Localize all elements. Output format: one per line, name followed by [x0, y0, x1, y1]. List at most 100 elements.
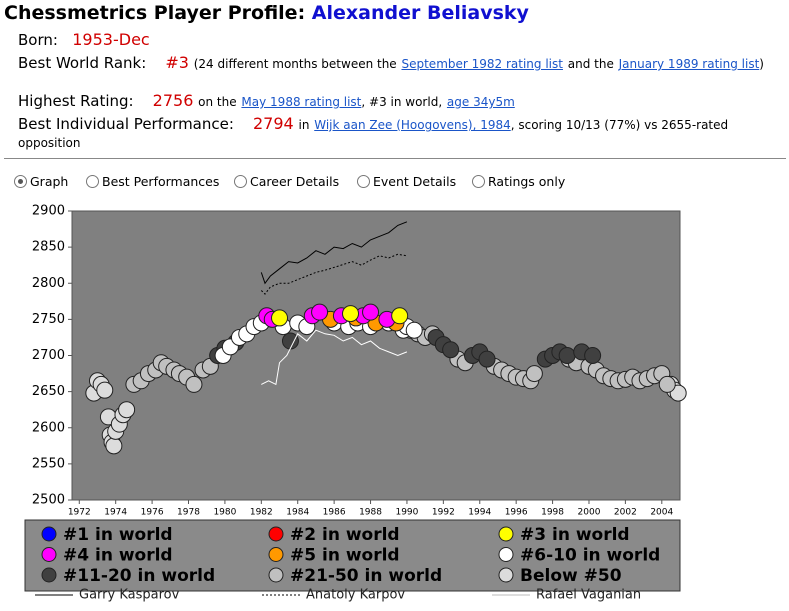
radio-button[interactable]: [357, 175, 370, 188]
value: 1953-Dec: [72, 30, 150, 49]
x-tick-label: 1998: [541, 508, 564, 518]
y-tick-label: 2800: [32, 276, 65, 291]
text: , scoring 10/13 (77%) vs 2655-rated oppo…: [18, 118, 729, 150]
rating-marker: [478, 350, 496, 368]
legend-label: #3 in world: [520, 525, 630, 545]
x-tick-label: 1982: [250, 508, 273, 518]
text: in: [298, 118, 310, 132]
y-tick-label: 2500: [32, 493, 65, 508]
rating-marker: [558, 347, 576, 364]
x-tick-label: 1996: [505, 508, 528, 518]
legend-label: Anatoly Karpov: [306, 588, 405, 603]
link[interactable]: January 1989 rating list: [618, 57, 760, 71]
rating-marker: [281, 332, 299, 350]
legend-label: #2 in world: [290, 525, 400, 545]
x-tick-label: 1976: [141, 508, 164, 518]
y-tick-label: 2600: [32, 420, 65, 435]
rating-line: [260, 221, 408, 285]
rating-marker: [105, 437, 123, 455]
x-tick-label: 1988: [359, 508, 382, 518]
rating-marker: [118, 401, 136, 419]
rating-line: [260, 253, 407, 295]
legend-marker: [498, 567, 514, 583]
x-tick-label: 1994: [468, 508, 491, 518]
chart: 2500 2550 2600 2650 2700 2750 2800 2850 2900 1972…: [24, 204, 687, 603]
text: on the: [198, 95, 237, 109]
label: Highest Rating:: [18, 92, 134, 110]
text: ): [759, 57, 764, 71]
x-tick-label: 1978: [177, 508, 200, 518]
value: 2794: [253, 114, 294, 133]
high-row: Highest Rating: 2756 on the May 1988 rat…: [18, 91, 515, 110]
label: Born:: [18, 31, 58, 49]
rating-marker: [525, 365, 543, 383]
rating-marker: [96, 381, 114, 399]
link[interactable]: September 1982 rating list: [401, 57, 563, 71]
radio-tab[interactable]: Best Performances: [86, 174, 219, 189]
link[interactable]: age 34y5m: [446, 95, 515, 109]
rating-line: [261, 329, 408, 386]
legend-label: Garry Kasparov: [79, 588, 180, 603]
value: #3: [165, 53, 189, 72]
legend-label: #5 in world: [290, 546, 400, 566]
legend-marker: [498, 547, 514, 562]
radio-tab[interactable]: Event Details: [357, 174, 456, 189]
radio-button[interactable]: [234, 175, 247, 188]
radio-tab[interactable]: Career Details: [234, 174, 339, 189]
rating-marker: [584, 347, 602, 364]
rating-marker: [311, 303, 329, 321]
x-tick-label: 1974: [104, 508, 127, 518]
radio-tab[interactable]: Graph: [14, 174, 68, 189]
rating-marker: [185, 375, 203, 393]
y-tick-label: 2550: [32, 456, 65, 471]
rank-row: Best World Rank: #3 (24 different months…: [18, 53, 788, 72]
y-tick-label: 2750: [32, 312, 65, 327]
tab-label[interactable]: Ratings only: [488, 174, 566, 189]
rating-marker: [442, 341, 460, 359]
legend-marker: [41, 547, 57, 562]
title: Chessmetrics Player Profile: Alexander B…: [4, 2, 529, 24]
x-tick-label: 1980: [213, 508, 236, 518]
legend-box: [24, 519, 681, 592]
radio-button[interactable]: [86, 175, 99, 188]
legend-marker: [268, 567, 284, 583]
tab-label[interactable]: Event Details: [373, 174, 457, 189]
link[interactable]: May 1988 rating list: [241, 95, 362, 109]
radio-tab[interactable]: Ratings only: [472, 174, 565, 189]
radio-button[interactable]: [472, 175, 485, 188]
rating-marker: [342, 305, 360, 323]
x-tick-label: 1984: [286, 508, 309, 518]
player-name: Alexander Beliavsky: [311, 2, 529, 24]
value: 2756: [152, 91, 194, 110]
rating-marker: [405, 321, 423, 339]
legend-label: #6-10 in world: [520, 546, 660, 566]
legend-label: #21-50 in world: [290, 566, 442, 586]
legend-label: #1 in world: [63, 525, 173, 545]
text: and the: [567, 57, 614, 71]
link[interactable]: Wijk aan Zee (Hoogovens), 1984: [314, 118, 511, 132]
legend-label: #4 in world: [63, 546, 173, 566]
legend-marker: [41, 526, 57, 542]
y-tick-label: 2700: [32, 348, 65, 363]
legend-marker: [498, 526, 514, 542]
x-tick-label: 1990: [395, 508, 418, 518]
rating-marker: [658, 375, 676, 393]
rating-marker: [362, 303, 380, 321]
radio-button[interactable]: [14, 175, 27, 188]
legend-label: #11-20 in world: [63, 566, 215, 586]
separator: [4, 158, 786, 159]
x-tick-label: 1972: [68, 508, 91, 518]
x-tick-label: 1992: [432, 508, 455, 518]
tab-label[interactable]: Graph: [30, 174, 69, 189]
perf-row: Best Individual Performance: 2794 in Wij…: [18, 114, 738, 151]
x-tick-label: 2002: [614, 508, 637, 518]
tab-label[interactable]: Best Performances: [102, 174, 220, 189]
legend-label: Rafael Vaganian: [536, 588, 641, 603]
legend-marker: [268, 547, 284, 562]
legend-marker: [41, 567, 57, 583]
label: Best Individual Performance:: [18, 115, 234, 133]
tab-label[interactable]: Career Details: [250, 174, 340, 189]
y-tick-label: 2850: [32, 240, 65, 255]
rating-marker: [271, 309, 289, 327]
rating-marker: [391, 307, 409, 325]
